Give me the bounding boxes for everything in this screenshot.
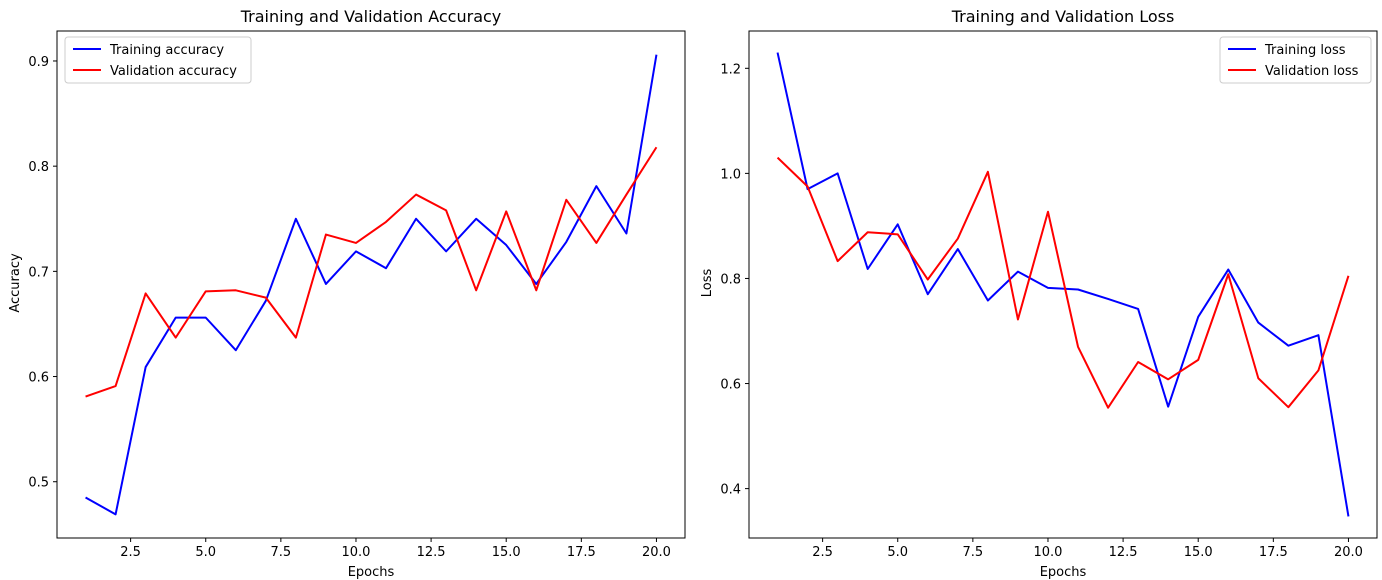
accuracy-y-axis-label: Accuracy <box>8 253 23 313</box>
loss-chart-title: Training and Validation Loss <box>951 7 1175 26</box>
loss-y-axis-label: Loss <box>700 269 715 298</box>
training-accuracy-line <box>85 54 658 516</box>
accuracy-legend: Training accuracy Validation accuracy <box>64 36 252 84</box>
accuracy-x-tick-label: 20.0 <box>642 545 671 560</box>
accuracy-plot-frame <box>56 30 686 539</box>
loss-x-tick-label: 2.5 <box>812 545 833 560</box>
validation-loss-line <box>776 156 1350 409</box>
accuracy-y-tick-label: 0.7 <box>28 265 49 280</box>
loss-y-tick-label: 1.2 <box>720 62 741 77</box>
accuracy-x-tick-label: 5.0 <box>195 545 216 560</box>
loss-y-tick-label: 1.0 <box>720 167 741 182</box>
loss-legend: Training loss Validation loss <box>1219 36 1372 84</box>
accuracy-x-tick-label: 10.0 <box>341 545 370 560</box>
loss-lines <box>776 52 1350 517</box>
accuracy-legend-box <box>64 36 252 84</box>
loss-ticks: 2.5 5.0 7.5 10.0 12.5 15.0 17.5 20.0 0.4 0.6 0.8 1.… <box>720 62 1363 560</box>
loss-y-tick-label: 0.6 <box>720 378 741 393</box>
loss-x-tick-label: 7.5 <box>963 545 984 560</box>
loss-x-tick-label: 17.5 <box>1259 545 1288 560</box>
loss-plot-frame <box>748 30 1378 539</box>
loss-y-tick-label: 0.4 <box>720 483 741 498</box>
accuracy-x-tick-label: 15.0 <box>492 545 521 560</box>
legend-label-validation-accuracy: Validation accuracy <box>110 64 237 79</box>
accuracy-chart: Training and Validation Accuracy Epochs … <box>8 7 686 580</box>
loss-x-tick-label: 5.0 <box>887 545 908 560</box>
legend-label-training-accuracy: Training accuracy <box>109 43 224 58</box>
accuracy-y-tick-label: 0.6 <box>28 371 49 386</box>
loss-legend-box <box>1219 36 1372 84</box>
accuracy-chart-title: Training and Validation Accuracy <box>240 7 502 26</box>
training-loss-line <box>776 52 1350 517</box>
validation-accuracy-line <box>85 146 658 398</box>
legend-label-training-loss: Training loss <box>1264 43 1346 58</box>
loss-x-axis-label: Epochs <box>1040 565 1087 580</box>
accuracy-y-tick-label: 0.5 <box>28 476 49 491</box>
accuracy-ticks: 2.5 5.0 7.5 10.0 12.5 15.0 17.5 20.0 0.5 0.6 0.7 0.… <box>28 55 671 560</box>
loss-y-tick-label: 0.8 <box>720 272 741 287</box>
accuracy-x-tick-label: 2.5 <box>120 545 141 560</box>
legend-label-validation-loss: Validation loss <box>1265 64 1359 79</box>
accuracy-x-tick-label: 17.5 <box>567 545 596 560</box>
accuracy-lines <box>85 54 658 516</box>
loss-x-tick-label: 10.0 <box>1033 545 1062 560</box>
loss-x-tick-label: 20.0 <box>1334 545 1363 560</box>
accuracy-x-tick-label: 12.5 <box>417 545 446 560</box>
loss-x-tick-label: 15.0 <box>1184 545 1213 560</box>
loss-x-tick-label: 12.5 <box>1109 545 1138 560</box>
accuracy-y-tick-label: 0.9 <box>28 55 49 70</box>
accuracy-x-tick-label: 7.5 <box>271 545 292 560</box>
loss-chart: Training and Validation Loss Epochs Loss… <box>700 7 1378 580</box>
accuracy-y-tick-label: 0.8 <box>28 160 49 175</box>
accuracy-x-axis-label: Epochs <box>348 565 395 580</box>
